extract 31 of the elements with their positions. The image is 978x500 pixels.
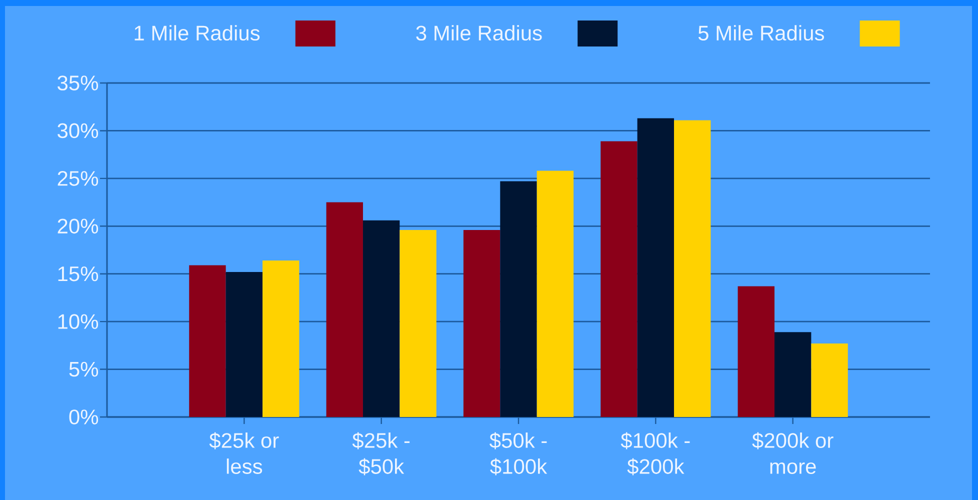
bar bbox=[637, 118, 674, 417]
bar bbox=[463, 230, 500, 417]
bar bbox=[738, 286, 774, 417]
x-tick-label: $25k or less bbox=[209, 432, 279, 474]
y-tick-label: 25% bbox=[58, 171, 98, 186]
bar bbox=[262, 260, 300, 417]
x-tick-label: $100k - $200k bbox=[620, 432, 690, 476]
x-tick-label: $50k - $100k bbox=[490, 432, 548, 476]
legend-label: 1 Mile Radius bbox=[134, 25, 260, 41]
bar bbox=[600, 141, 638, 417]
y-tick-label: 10% bbox=[58, 314, 98, 330]
bar bbox=[326, 202, 363, 417]
bar bbox=[400, 230, 436, 417]
y-tick-label: 5% bbox=[69, 362, 98, 377]
bar bbox=[536, 170, 574, 417]
legend-label: 3 Mile Radius bbox=[416, 25, 542, 41]
y-tick-label: 15% bbox=[58, 266, 98, 282]
bar bbox=[774, 332, 812, 417]
bar bbox=[500, 181, 537, 417]
x-tick-label: $200k or more bbox=[752, 432, 834, 474]
y-tick-label: 30% bbox=[58, 123, 98, 138]
y-tick-label: 0% bbox=[69, 410, 98, 424]
legend-label: 5 Mile Radius bbox=[698, 25, 824, 41]
y-tick-label: 20% bbox=[58, 218, 98, 234]
bar bbox=[674, 120, 711, 417]
bar bbox=[811, 344, 848, 417]
bar bbox=[362, 220, 400, 417]
bar bbox=[189, 265, 226, 417]
x-tick-label: $25k - $50k bbox=[352, 432, 410, 476]
bar bbox=[226, 272, 263, 417]
y-tick-label: 35% bbox=[58, 76, 98, 90]
